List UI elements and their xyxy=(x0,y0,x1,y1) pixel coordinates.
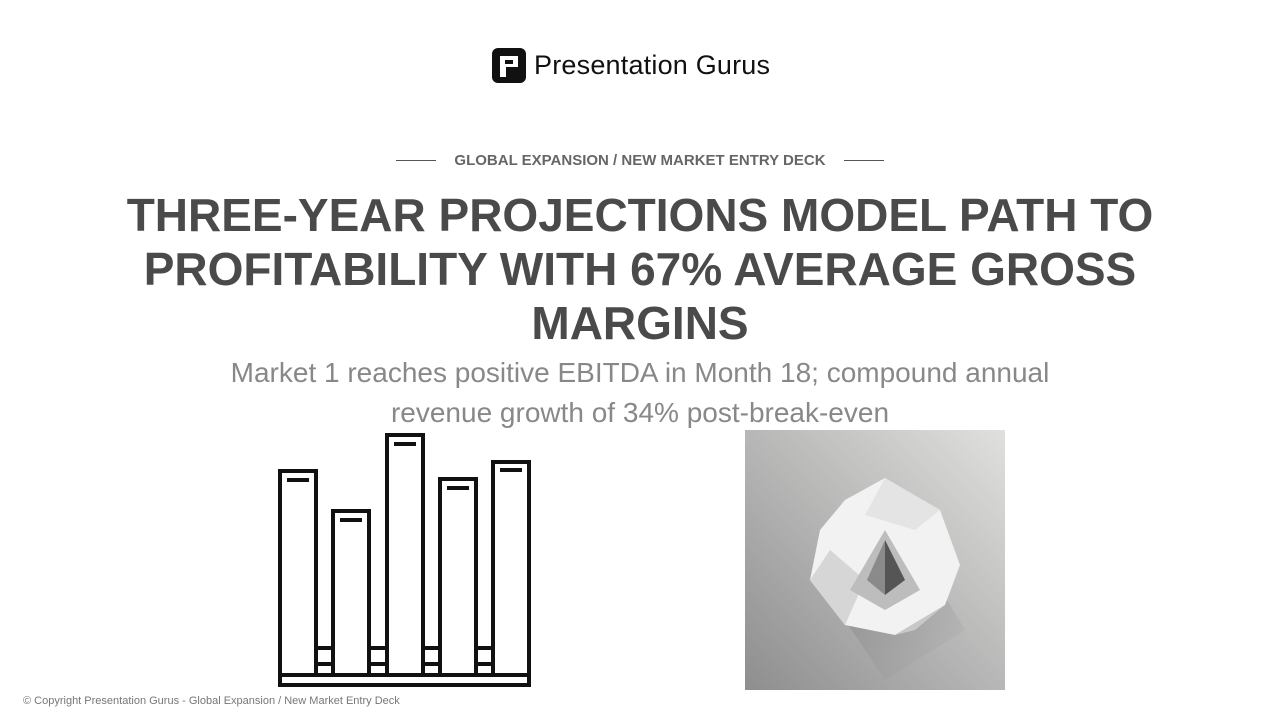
eyebrow-rule xyxy=(396,160,437,161)
logo: Presentation Gurus xyxy=(492,48,770,83)
brand-name: Presentation Gurus xyxy=(534,50,771,80)
slide-subtitle: Market 1 reaches positive EBITDA in Mont… xyxy=(230,357,1050,428)
bar-chart-icon xyxy=(278,433,531,687)
eyebrow: GLOBAL EXPANSION / NEW MARKET ENTRY DECK xyxy=(454,152,826,169)
origami-image xyxy=(745,430,1005,690)
eyebrow-rule xyxy=(843,160,884,161)
copyright: © Copyright Presentation Gurus - Global … xyxy=(23,695,400,707)
slide-title: THREE-YEAR PROJECTIONS MODEL PATH TO PRO… xyxy=(126,189,1154,349)
eyebrow-row: GLOBAL EXPANSION / NEW MARKET ENTRY DECK xyxy=(0,152,1280,169)
logo-icon xyxy=(492,48,526,83)
